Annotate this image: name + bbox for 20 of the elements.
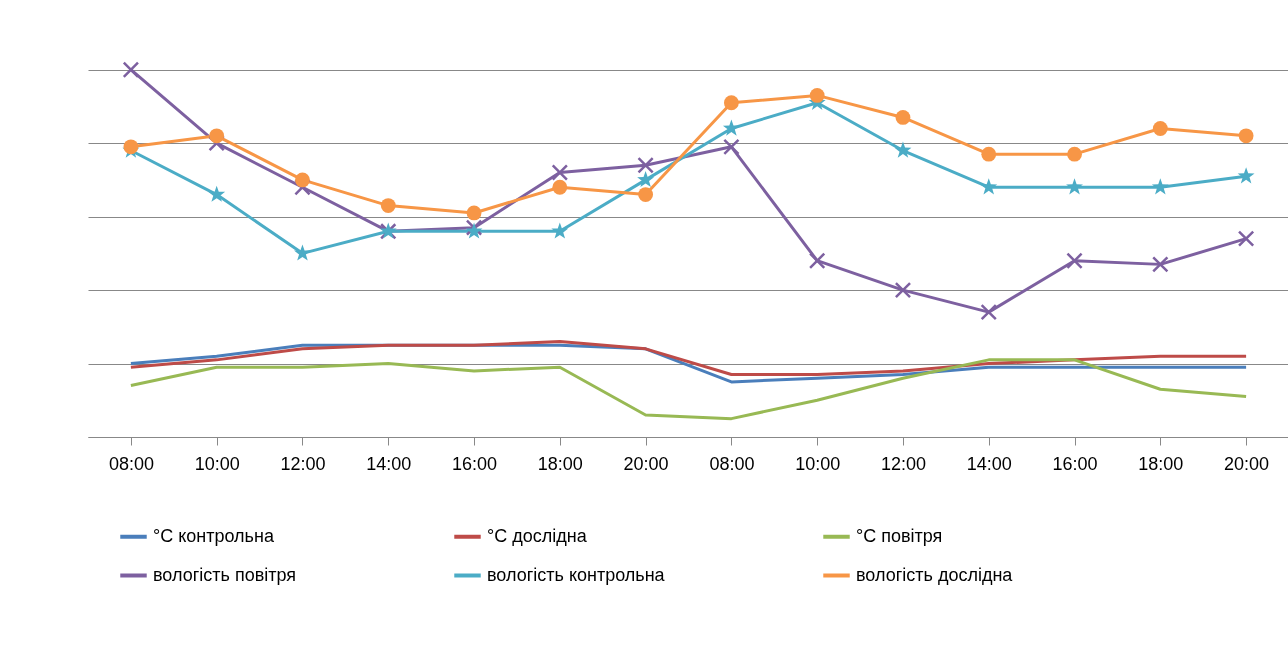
- legend-label: вологість контрольна: [487, 564, 666, 585]
- x-tick-label: 16:00: [452, 453, 498, 474]
- legend-label: вологість повітря: [153, 564, 296, 585]
- x-tick-label: 14:00: [966, 453, 1012, 474]
- x-tick-label: 08:00: [709, 453, 755, 474]
- legend-label: °C повітря: [856, 525, 943, 546]
- x-tick-label: 18:00: [537, 453, 583, 474]
- legend-label: °C контрольна: [153, 525, 275, 546]
- x-tick-label: 20:00: [1224, 453, 1270, 474]
- x-tick-label: 14:00: [366, 453, 412, 474]
- x-tick-label: 20:00: [623, 453, 669, 474]
- x-tick-label: 10:00: [194, 453, 240, 474]
- x-tick-label: 16:00: [1052, 453, 1098, 474]
- x-tick-label: 12:00: [280, 453, 326, 474]
- x-tick-label: 08:00: [108, 453, 154, 474]
- x-tick-label: 10:00: [795, 453, 841, 474]
- x-tick-label: 18:00: [1138, 453, 1184, 474]
- x-tick-label: 12:00: [880, 453, 926, 474]
- legend-label: °C дослідна: [487, 525, 588, 546]
- legend-label: вологість дослідна: [856, 564, 1014, 585]
